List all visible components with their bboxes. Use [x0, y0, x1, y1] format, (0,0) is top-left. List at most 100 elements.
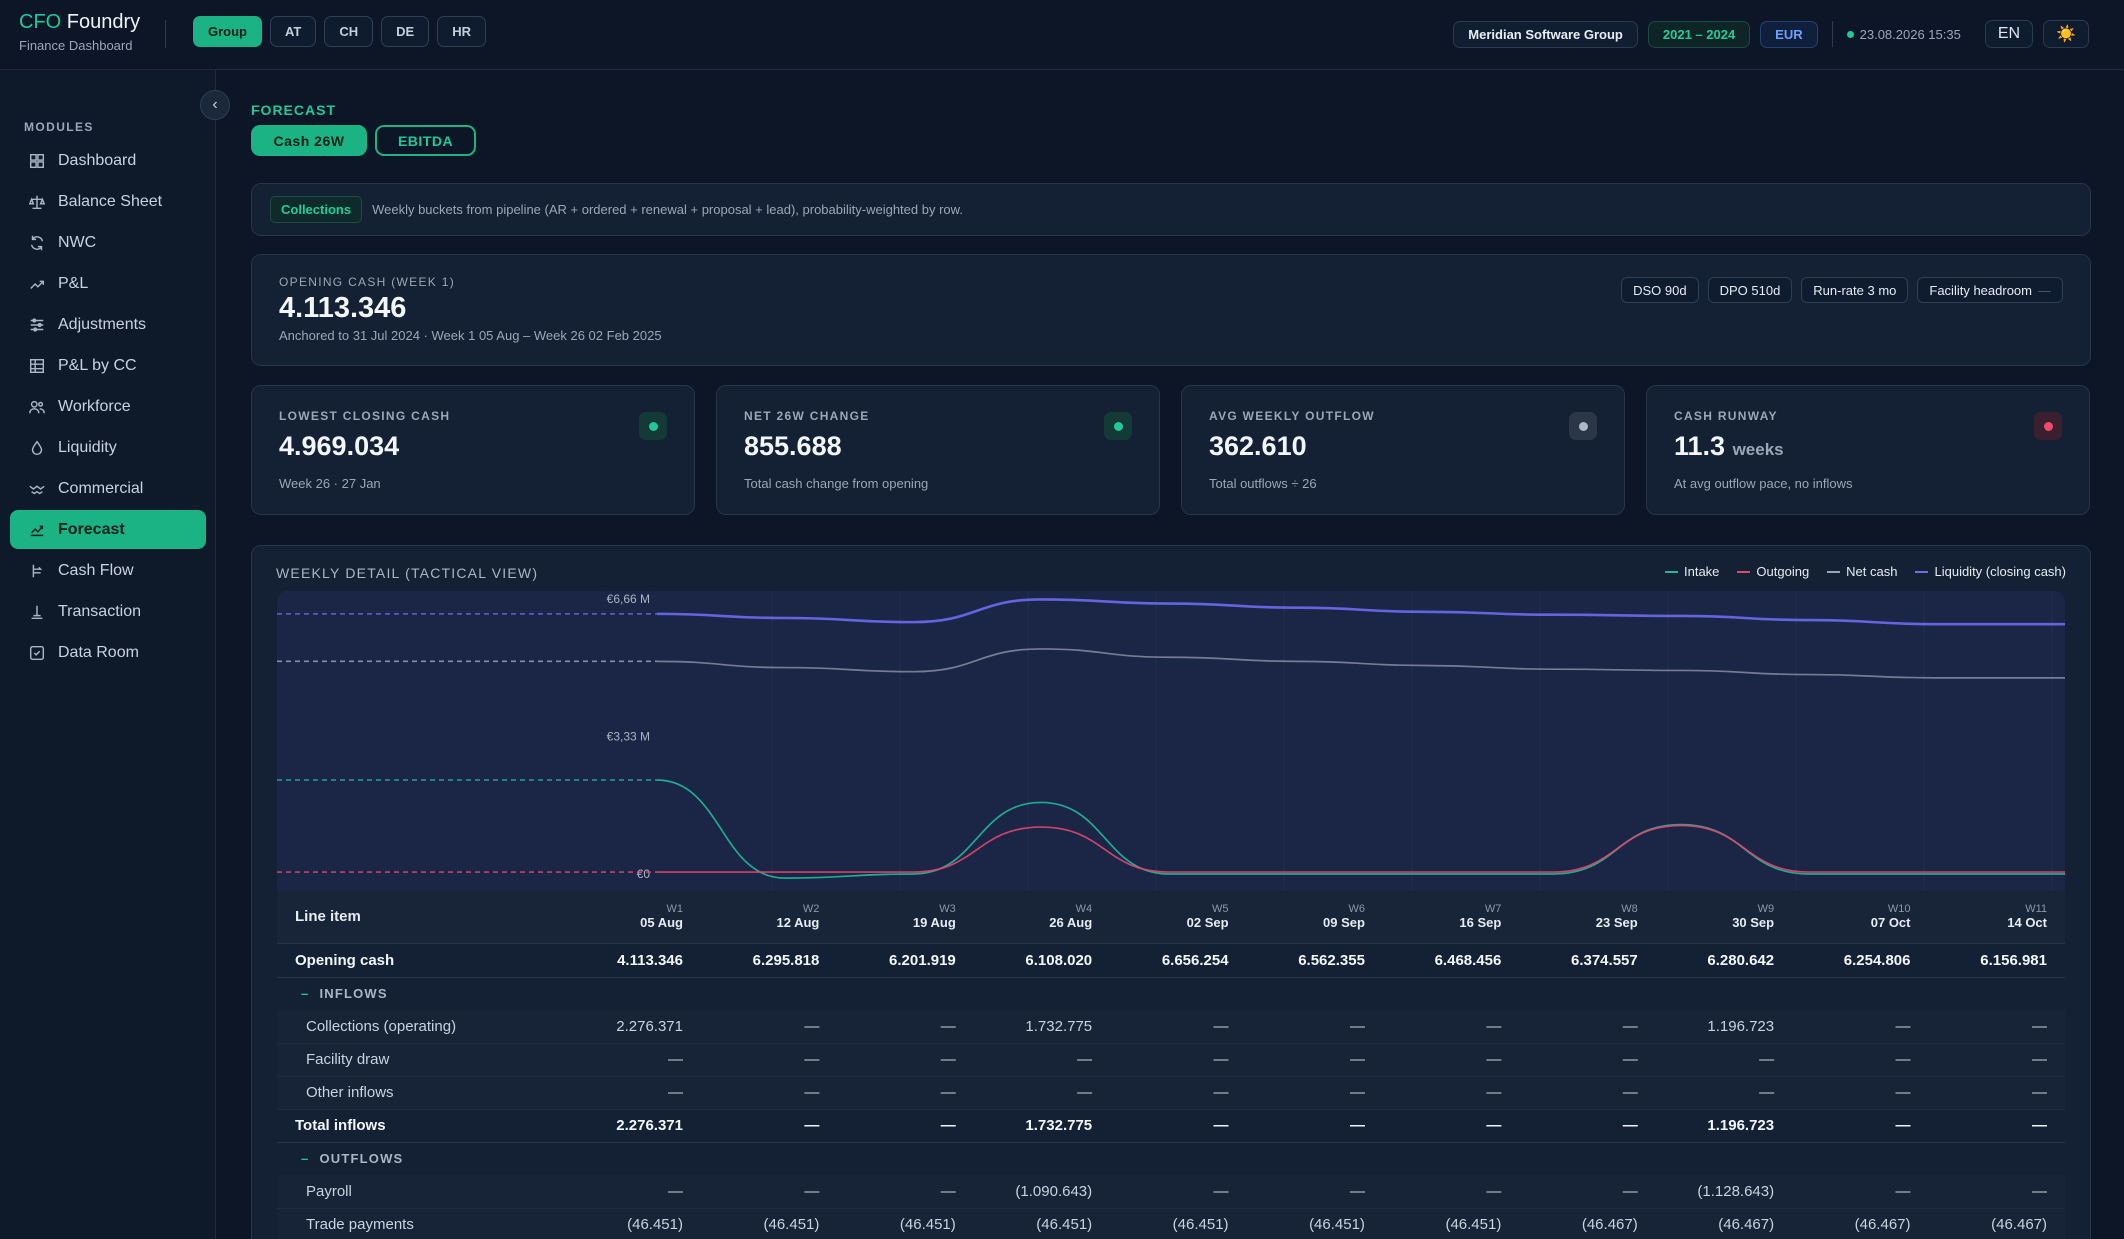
sidebar-item-pandl-by-cc[interactable]: P&L by CC [10, 346, 206, 385]
brand[interactable]: CFO Foundry Finance Dashboard [19, 11, 140, 53]
scope-tab-ch[interactable]: CH [324, 16, 374, 47]
table-cell: — [1792, 1175, 1929, 1209]
column-header-week[interactable]: W10 07 Oct [1792, 891, 1929, 943]
kpi-subtitle: At avg outflow pace, no inflows [1674, 476, 1853, 491]
sidebar-item-workforce[interactable]: Workforce [10, 387, 206, 426]
table-cell: — [1928, 1010, 2065, 1044]
table-cell: 6.656.254 [1110, 942, 1247, 978]
currency-selector[interactable]: EUR [1760, 20, 1818, 48]
language-button[interactable]: EN [1984, 20, 2034, 48]
kpi-card-lowest-closing-cash: LOWEST CLOSING CASH 4.969.034 Week 26 · 27… [251, 385, 695, 515]
tab-cash-26w[interactable]: Cash 26W [251, 125, 367, 156]
table-cell: 1.196.723 [1655, 1109, 1793, 1143]
sidebar-item-pandl[interactable]: P&L [10, 264, 206, 303]
table-cell: — [1110, 1010, 1247, 1044]
legend-item-intake[interactable]: Intake [1664, 564, 1719, 579]
column-header-week[interactable]: W9 30 Sep [1655, 891, 1793, 943]
week-date: 05 Aug [640, 915, 683, 931]
table-cell: — [700, 1175, 838, 1209]
table-cell: (46.451) [1110, 1208, 1247, 1239]
collapse-minus-icon[interactable]: – [301, 1151, 310, 1167]
tab-ebitda[interactable]: EBITDA [375, 125, 476, 156]
legend-swatch [1915, 570, 1929, 573]
top-bar: CFO Foundry Finance Dashboard Group AT CH D… [0, 0, 2124, 70]
table-cell: 1.732.775 [973, 1010, 1111, 1044]
week-number: W10 [1887, 903, 1911, 916]
sidebar-item-label: Transaction [58, 602, 141, 620]
sidebar-item-commercial[interactable]: Commercial [10, 469, 206, 508]
sidebar-item-dashboard[interactable]: Dashboard [10, 141, 206, 180]
collapse-sidebar-chevron-left-icon[interactable]: ‹ [200, 90, 230, 120]
kpi-card-avg-weekly-outflow: AVG WEEKLY OUTFLOW 362.610 Total outflows … [1181, 385, 1625, 515]
table-cell: 6.108.020 [973, 942, 1111, 978]
table-cell: — [1382, 1175, 1520, 1209]
sidebar-item-transaction[interactable]: Transaction [10, 592, 206, 631]
company-selector[interactable]: Meridian Software Group [1453, 20, 1638, 48]
row-label: Opening cash [277, 942, 565, 978]
table-cell: — [837, 1043, 974, 1077]
section-label: OUTFLOWS [319, 1151, 404, 1167]
legend-label: Net cash [1846, 564, 1898, 579]
series-line-liquidity-closing-cash [656, 598, 2065, 626]
dso-chip[interactable]: DSO 90d [1621, 277, 1699, 303]
table-cell: — [1928, 1043, 2065, 1077]
sidebar-item-forecast[interactable]: Forecast [10, 510, 206, 549]
column-header-week[interactable]: W8 23 Sep [1519, 891, 1656, 943]
column-header-week[interactable]: W3 19 Aug [837, 891, 974, 943]
section-row-inflows[interactable]: – INFLOWS [277, 977, 2065, 1010]
facility-headroom-chip[interactable]: Facility headroom — [1917, 277, 2063, 303]
week-date: 02 Sep [1186, 915, 1229, 931]
table-cell: (46.467) [1655, 1208, 1793, 1239]
scope-tabs: Group AT CH DE HR [193, 16, 486, 47]
sidebar-item-label: Liquidity [58, 438, 117, 456]
kpi-value: 4.969.034 [279, 431, 400, 461]
table-cell: — [700, 1076, 838, 1110]
table-cell: 6.374.557 [1519, 942, 1656, 978]
scope-tab-group[interactable]: Group [193, 16, 262, 47]
scope-tab-de[interactable]: DE [381, 16, 430, 47]
column-header-week[interactable]: W4 26 Aug [973, 891, 1111, 943]
weekly-table: Line item W1 05 Aug W2 12 Aug W3 19 Aug W4 26 Au… [277, 891, 2065, 1239]
theme-toggle-sun-icon[interactable]: ☀️ [2043, 20, 2089, 48]
legend-item-net-cash[interactable]: Net cash [1827, 564, 1897, 579]
series-line-outgoing [656, 824, 2065, 873]
column-header-week[interactable]: W2 12 Aug [700, 891, 838, 943]
table-cell: — [1928, 1076, 2065, 1110]
sidebar-item-label: P&L by CC [58, 356, 137, 374]
week-date: 12 Aug [776, 915, 820, 931]
scope-tab-hr[interactable]: HR [437, 16, 486, 47]
kpi-value-wrap: 4.969.034 [279, 431, 399, 462]
trend-icon [30, 280, 45, 289]
section-row-outflows[interactable]: – OUTFLOWS [277, 1142, 2065, 1175]
week-number: W2 [802, 903, 820, 916]
run-rate-chip[interactable]: Run-rate 3 mo [1801, 277, 1909, 303]
sidebar-item-balance-sheet[interactable]: Balance Sheet [10, 182, 206, 221]
legend-item-liquidity-closing-cash[interactable]: Liquidity (closing cash) [1915, 564, 2066, 579]
scope-tab-at[interactable]: AT [270, 16, 317, 47]
status-dot [648, 421, 658, 431]
dpo-chip[interactable]: DPO 510d [1707, 277, 1793, 303]
column-header-week[interactable]: W11 14 Oct [1928, 891, 2065, 943]
sidebar-item-liquidity[interactable]: Liquidity [10, 428, 206, 467]
table-cell: 2.276.371 [564, 1010, 701, 1044]
kpi-unit: weeks [1732, 440, 1784, 459]
column-header-week[interactable]: W7 16 Sep [1382, 891, 1520, 943]
sidebar-item-data-room[interactable]: Data Room [10, 633, 206, 672]
collapse-minus-icon[interactable]: – [301, 986, 310, 1002]
brand-accent: CFO [19, 11, 62, 33]
column-header-week[interactable]: W1 05 Aug [564, 891, 701, 943]
sidebar-item-nwc[interactable]: NWC [10, 223, 206, 262]
scale-icon [28, 195, 46, 209]
week-number: W6 [1348, 903, 1365, 916]
period-selector[interactable]: 2021 – 2024 [1647, 20, 1751, 48]
sidebar-item-adjustments[interactable]: Adjustments [10, 305, 206, 344]
sidebar-item-label: P&L [58, 274, 89, 292]
column-header-week[interactable]: W5 02 Sep [1110, 891, 1247, 943]
table-cell: 1.196.723 [1655, 1010, 1793, 1044]
table-cell: — [1792, 1043, 1929, 1077]
table-cell: — [1246, 1076, 1383, 1110]
sidebar-item-cash-flow[interactable]: Cash Flow [10, 551, 206, 590]
column-header-week[interactable]: W6 09 Sep [1246, 891, 1383, 943]
legend-item-outgoing[interactable]: Outgoing [1737, 564, 1809, 579]
table-cell: — [1792, 1076, 1929, 1110]
